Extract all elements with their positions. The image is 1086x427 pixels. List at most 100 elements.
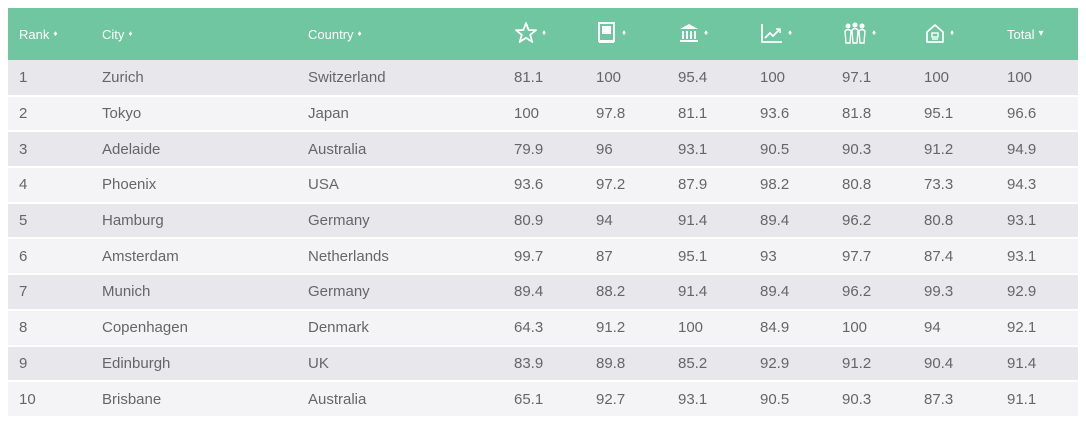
house-score-cell: 73.3 — [924, 176, 954, 194]
house-score-cell: 87.3 — [924, 390, 954, 408]
sort-desc-icon: ▾ — [1038, 28, 1044, 39]
house-score-cell: 90.4 — [924, 354, 954, 372]
museum-score-cell: 91.4 — [678, 283, 708, 301]
chart-column-header[interactable]: ♦ — [760, 8, 842, 60]
star-score-cell: 99.7 — [514, 247, 544, 265]
people-score-cell: 91.2 — [842, 354, 872, 372]
table-row: 1 Zurich Switzerland 81.1 100 95.4 100 97.1 100 1… — [8, 60, 1078, 96]
book-score-cell: 89.8 — [596, 354, 626, 372]
country-cell: Switzerland — [308, 68, 386, 86]
table-body: 1 Zurich Switzerland 81.1 100 95.4 100 97.1 100 1… — [8, 60, 1078, 417]
house-column-header[interactable]: ♦ — [924, 8, 1007, 60]
rank-cell: 3 — [19, 140, 28, 158]
museum-score-cell: 81.1 — [678, 105, 708, 123]
chart-score-cell: 92.9 — [760, 354, 790, 372]
people-score-cell: 80.8 — [842, 176, 872, 194]
country-cell: USA — [308, 176, 339, 194]
city-cell: Tokyo — [102, 105, 142, 123]
star-score-cell: 65.1 — [514, 390, 544, 408]
museum-score-cell: 91.4 — [678, 212, 708, 230]
country-cell: Germany — [308, 283, 370, 301]
book-score-cell: 97.2 — [596, 176, 626, 194]
book-icon — [596, 21, 618, 45]
star-score-cell: 79.9 — [514, 140, 544, 158]
people-score-cell: 81.8 — [842, 105, 872, 123]
sort-icon: ♦ — [128, 29, 133, 38]
chart-score-cell: 89.4 — [760, 283, 790, 301]
table-row: 3 Adelaide Australia 79.9 96 93.1 90.5 90.3 91.2… — [8, 131, 1078, 168]
city-column-header[interactable]: City ♦ — [102, 8, 308, 60]
star-score-cell: 83.9 — [514, 354, 544, 372]
book-score-cell: 87 — [596, 247, 613, 265]
house-score-cell: 91.2 — [924, 140, 954, 158]
people-score-cell: 97.7 — [842, 247, 872, 265]
house-score-cell: 100 — [924, 68, 950, 86]
country-column-header[interactable]: Country ♦ — [308, 8, 514, 60]
total-score-cell: 92.9 — [1007, 283, 1037, 301]
museum-score-cell: 93.1 — [678, 140, 708, 158]
star-column-header[interactable]: ♦ — [514, 8, 596, 60]
people-score-cell: 90.3 — [842, 390, 872, 408]
book-score-cell: 100 — [596, 68, 622, 86]
total-score-cell: 93.1 — [1007, 212, 1037, 230]
table-row: 4 Phoenix USA 93.6 97.2 87.9 98.2 80.8 73.3 94.3 — [8, 167, 1078, 203]
rank-column-header[interactable]: Rank ♦ — [8, 8, 102, 60]
book-score-cell: 97.8 — [596, 105, 626, 123]
house-score-cell: 95.1 — [924, 105, 954, 123]
country-cell: UK — [308, 354, 329, 372]
table-row: 5 Hamburg Germany 80.9 94 91.4 89.4 96.2 80.8 93.… — [8, 202, 1078, 239]
star-score-cell: 93.6 — [514, 176, 544, 194]
table-header: Rank ♦ City ♦ Country ♦ — [8, 8, 1078, 60]
city-cell: Zurich — [102, 68, 144, 86]
city-cell: Munich — [102, 283, 151, 301]
total-score-cell: 96.6 — [1007, 105, 1037, 123]
chart-score-cell: 93 — [760, 247, 777, 265]
museum-score-cell: 87.9 — [678, 176, 708, 194]
city-cell: Edinburgh — [102, 354, 171, 372]
city-cell: Brisbane — [102, 390, 162, 408]
city-cell: Adelaide — [102, 140, 161, 158]
total-header-label: Total — [1007, 26, 1035, 42]
people-score-cell: 100 — [842, 319, 868, 337]
museum-score-cell: 85.2 — [678, 354, 708, 372]
country-cell: Denmark — [308, 319, 369, 337]
country-cell: Netherlands — [308, 247, 389, 265]
people-score-cell: 96.2 — [842, 212, 872, 230]
star-score-cell: 81.1 — [514, 68, 544, 86]
people-column-header[interactable]: ♦ — [842, 8, 924, 60]
book-score-cell: 94 — [596, 212, 613, 230]
total-score-cell: 94.9 — [1007, 140, 1037, 158]
sort-icon: ♦ — [357, 29, 362, 38]
rank-cell: 8 — [19, 319, 28, 337]
museum-score-cell: 95.4 — [678, 68, 708, 86]
museum-column-header[interactable]: ♦ — [678, 8, 760, 60]
table-row: 8 Copenhagen Denmark 64.3 91.2 100 84.9 100 94 92… — [8, 309, 1078, 346]
ranking-table-container: Rank ♦ City ♦ Country ♦ — [8, 8, 1078, 418]
total-column-header[interactable]: Total ▾ — [1007, 8, 1078, 60]
house-score-cell: 87.4 — [924, 247, 954, 265]
museum-score-cell: 93.1 — [678, 390, 708, 408]
book-column-header[interactable]: ♦ — [596, 8, 678, 60]
book-score-cell: 92.7 — [596, 390, 626, 408]
people-icon — [842, 21, 868, 45]
rank-header-label: Rank — [19, 26, 50, 42]
rank-cell: 10 — [19, 390, 36, 408]
museum-score-cell: 95.1 — [678, 247, 708, 265]
star-icon — [514, 21, 538, 45]
total-score-cell: 100 — [1007, 68, 1033, 86]
table-row: 10 Brisbane Australia 65.1 92.7 93.1 90.5 90.3 8… — [8, 381, 1078, 417]
header-row: Rank ♦ City ♦ Country ♦ — [8, 8, 1078, 60]
country-header-label: Country — [308, 26, 354, 42]
house-score-cell: 99.3 — [924, 283, 954, 301]
star-score-cell: 89.4 — [514, 283, 544, 301]
sort-icon: ♦ — [53, 29, 58, 38]
total-score-cell: 91.4 — [1007, 354, 1037, 372]
sort-icon: ♦ — [622, 27, 627, 37]
total-score-cell: 92.1 — [1007, 319, 1037, 337]
city-cell: Hamburg — [102, 212, 164, 230]
country-cell: Japan — [308, 105, 349, 123]
country-cell: Germany — [308, 212, 370, 230]
sort-icon: ♦ — [542, 27, 547, 37]
chart-score-cell: 90.5 — [760, 390, 790, 408]
chart-score-cell: 98.2 — [760, 176, 790, 194]
